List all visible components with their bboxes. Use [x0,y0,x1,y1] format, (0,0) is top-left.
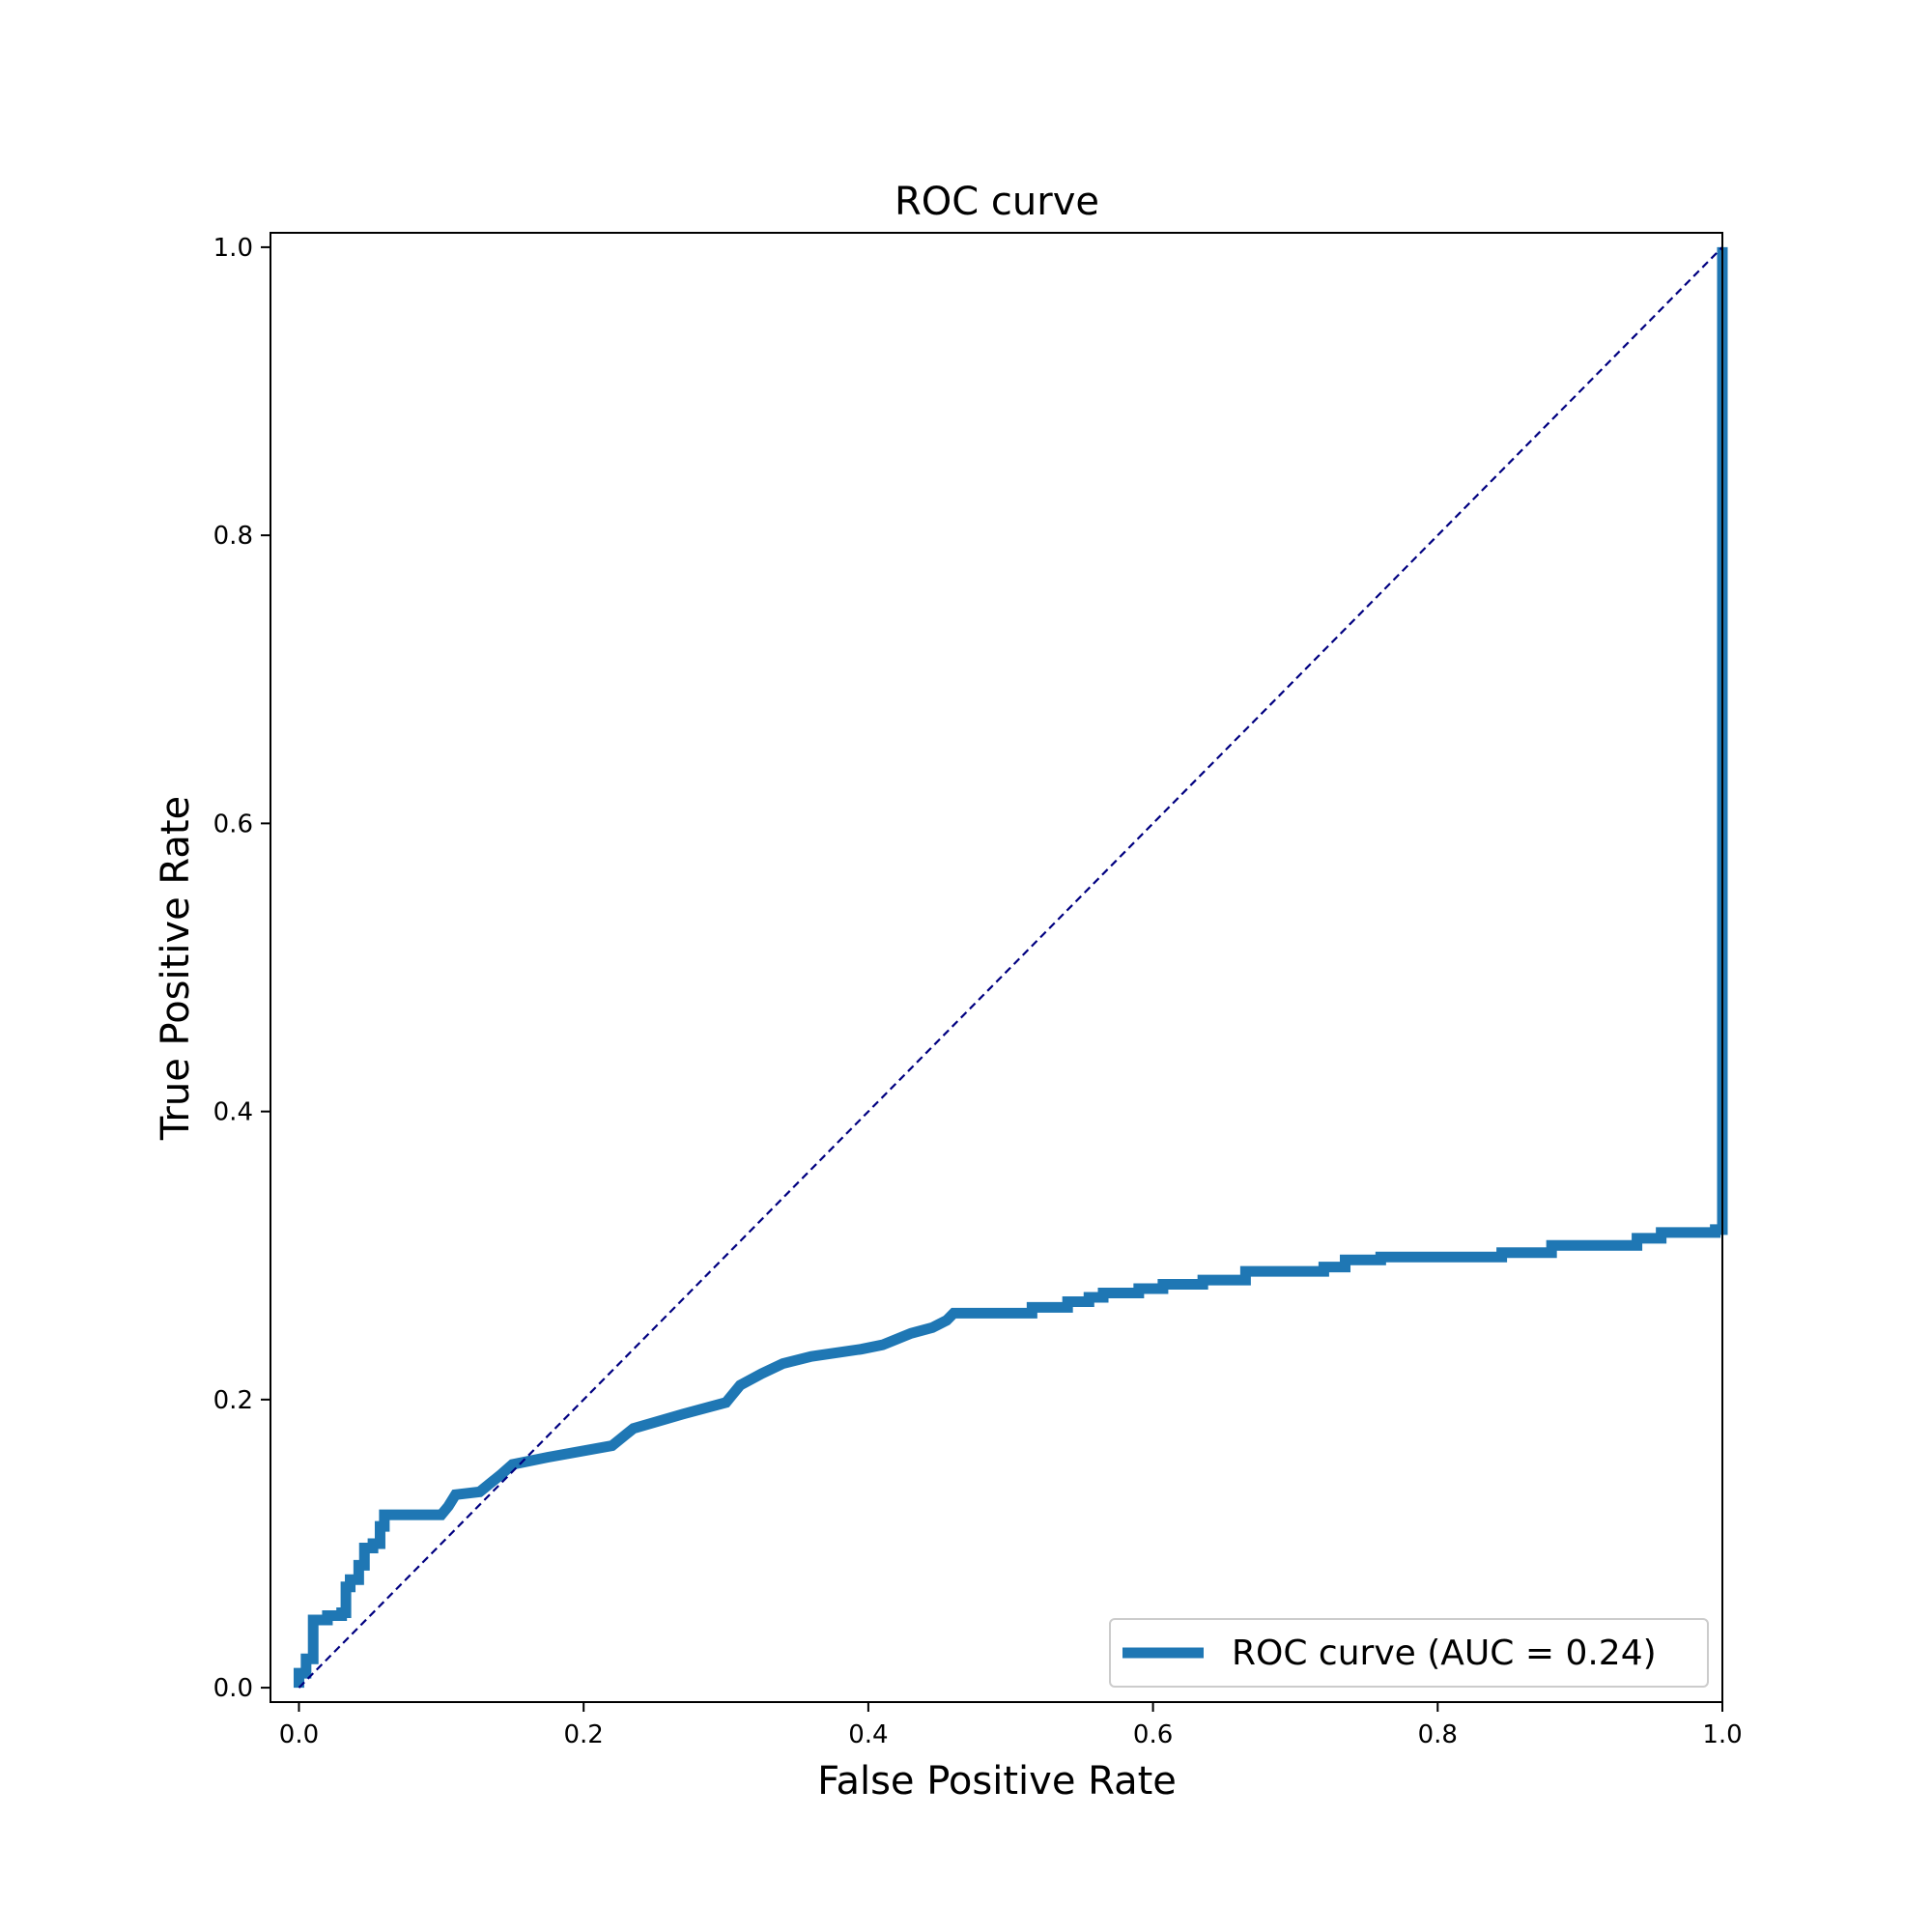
x-axis-label: False Positive Rate [817,1759,1177,1804]
plot-area [270,233,1722,1702]
series-layer [293,246,1728,1689]
y-tick-label: 1.0 [213,234,253,263]
y-tick-label: 0.4 [213,1098,253,1127]
plot-frame [270,232,1723,1703]
x-tick-label: 0.4 [848,1720,888,1749]
y-axis-label: True Positive Rate [154,796,198,1141]
y-tick-label: 0.6 [213,810,253,838]
x-tick-label: 0.0 [279,1720,319,1749]
y-axis-ticks: 0.0 0.2 0.4 0.6 0.8 1.0 [213,234,270,1703]
y-tick-label: 0.8 [213,522,253,551]
x-axis-ticks: 0.0 0.2 0.4 0.6 0.8 1.0 [279,1702,1743,1749]
chance-diagonal-line [298,246,1723,1689]
legend: ROC curve (AUC = 0.24) [1109,1618,1709,1688]
chart-title: ROC curve [895,180,1099,224]
legend-box [1109,1618,1709,1688]
x-tick-label: 0.8 [1418,1720,1458,1749]
y-tick-label: 0.0 [213,1674,253,1703]
x-tick-label: 0.2 [563,1720,603,1749]
x-tick-label: 1.0 [1702,1720,1742,1749]
y-tick-label: 0.2 [213,1386,253,1415]
legend-label-roc-curve: ROC curve (AUC = 0.24) [1232,1634,1657,1673]
roc-curve-line [293,246,1728,1689]
x-tick-label: 0.6 [1133,1720,1173,1749]
